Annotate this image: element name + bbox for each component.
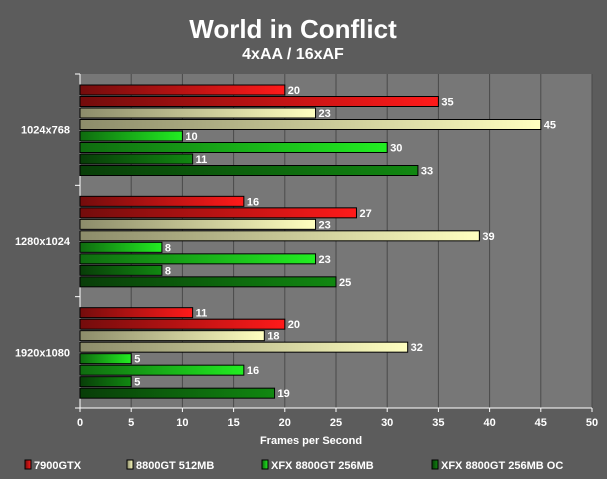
data-label: 8: [165, 265, 171, 277]
plot-area: 0 5 10 15 20 25 30 35 40 45 501024x7681280x1024192…: [15, 73, 598, 429]
x-tick-label: 15: [227, 417, 239, 429]
bar: [79, 96, 439, 107]
bar: [79, 241, 163, 253]
bar: [79, 130, 183, 142]
legend-swatch: [261, 459, 269, 470]
x-tick-label: 45: [535, 417, 547, 429]
x-tick-label: 10: [176, 417, 188, 429]
bar: [79, 107, 317, 119]
legend: 7900GTX 8800GT 512MB XFX 8800GT 256MB XFX 8…: [24, 459, 563, 472]
x-tick-label: 0: [77, 417, 83, 429]
bar: [79, 318, 286, 330]
bar: [79, 119, 542, 130]
x-tick-label: 40: [483, 417, 495, 429]
x-tick-label: 35: [432, 417, 444, 429]
bar: [79, 84, 286, 96]
data-label: 25: [339, 277, 351, 289]
bar: [79, 153, 194, 165]
legend-swatch: [24, 459, 32, 470]
data-label: 23: [319, 108, 331, 120]
bar: [79, 195, 245, 207]
data-label: 20: [288, 319, 300, 331]
legend-label: 8800GT 512MB: [136, 460, 214, 472]
data-label: 18: [267, 331, 279, 343]
x-tick-label: 25: [330, 417, 342, 429]
data-label: 16: [247, 365, 259, 377]
bar: [79, 165, 419, 176]
bar: [79, 207, 357, 219]
data-label: 27: [359, 208, 371, 220]
data-label: 30: [390, 143, 402, 155]
chart-subtitle: 4xAA / 16xAF: [242, 46, 344, 63]
data-label: 23: [319, 254, 331, 266]
legend-label: XFX 8800GT 256MB: [271, 460, 374, 472]
data-label: 45: [544, 120, 556, 132]
data-label: 35: [441, 97, 453, 109]
bar: [79, 230, 480, 242]
data-label: 5: [134, 377, 140, 389]
bar: [79, 330, 265, 342]
data-label: 10: [185, 131, 197, 143]
category-label: 1920x1080: [15, 347, 70, 359]
bar: [79, 307, 194, 319]
bar: [79, 387, 276, 399]
data-label: 11: [196, 154, 208, 166]
bar: [79, 353, 132, 365]
legend-swatch: [431, 459, 439, 470]
bar: [79, 341, 409, 353]
data-label: 33: [421, 166, 433, 178]
x-tick-label: 50: [586, 417, 598, 429]
data-label: 23: [319, 219, 331, 231]
bar: [79, 376, 132, 388]
x-tick-label: 30: [381, 417, 393, 429]
category-label: 1280x1024: [15, 236, 71, 248]
bar: [79, 142, 388, 153]
data-label: 39: [482, 231, 494, 243]
x-tick-label: 5: [128, 417, 134, 429]
bar: [79, 253, 317, 265]
bar: [79, 218, 317, 230]
data-label: 8: [165, 242, 171, 254]
legend-swatch: [126, 459, 134, 470]
data-label: 19: [278, 388, 290, 400]
data-label: 20: [288, 85, 300, 97]
legend-label: XFX 8800GT 256MB OC: [441, 460, 563, 472]
x-tick-label: 20: [279, 417, 291, 429]
bar: [79, 364, 245, 376]
data-label: 32: [411, 342, 423, 354]
data-label: 16: [247, 196, 259, 208]
data-label: 11: [196, 308, 208, 320]
bar: [79, 276, 337, 288]
x-axis-title: Frames per Second: [260, 435, 362, 447]
legend-label: 7900GTX: [34, 460, 82, 472]
category-label: 1024x768: [21, 125, 70, 137]
chart-title: World in Conflict: [189, 14, 397, 44]
bar: [79, 264, 163, 276]
data-label: 5: [134, 354, 140, 366]
